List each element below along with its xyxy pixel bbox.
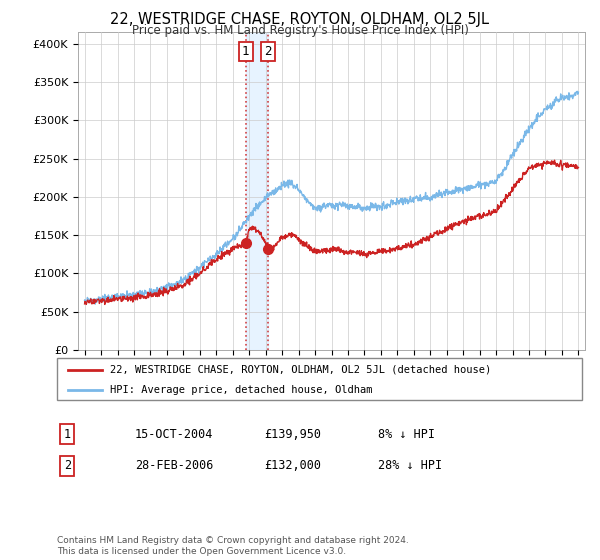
Text: 28% ↓ HPI: 28% ↓ HPI (378, 459, 442, 473)
Text: Contains HM Land Registry data © Crown copyright and database right 2024.
This d: Contains HM Land Registry data © Crown c… (57, 536, 409, 556)
Text: 22, WESTRIDGE CHASE, ROYTON, OLDHAM, OL2 5JL: 22, WESTRIDGE CHASE, ROYTON, OLDHAM, OL2… (110, 12, 490, 27)
Text: 1: 1 (242, 45, 250, 58)
FancyBboxPatch shape (57, 358, 582, 400)
Text: £132,000: £132,000 (264, 459, 321, 473)
Text: 2: 2 (64, 459, 71, 473)
Text: 2: 2 (265, 45, 272, 58)
Text: 22, WESTRIDGE CHASE, ROYTON, OLDHAM, OL2 5JL (detached house): 22, WESTRIDGE CHASE, ROYTON, OLDHAM, OL2… (110, 365, 491, 375)
Text: HPI: Average price, detached house, Oldham: HPI: Average price, detached house, Oldh… (110, 385, 372, 395)
Bar (246, 32, 268, 350)
Text: 1: 1 (64, 427, 71, 441)
Text: Price paid vs. HM Land Registry's House Price Index (HPI): Price paid vs. HM Land Registry's House … (131, 24, 469, 36)
Text: 28-FEB-2006: 28-FEB-2006 (135, 459, 214, 473)
Text: 8% ↓ HPI: 8% ↓ HPI (378, 427, 435, 441)
Text: 15-OCT-2004: 15-OCT-2004 (135, 427, 214, 441)
Text: £139,950: £139,950 (264, 427, 321, 441)
